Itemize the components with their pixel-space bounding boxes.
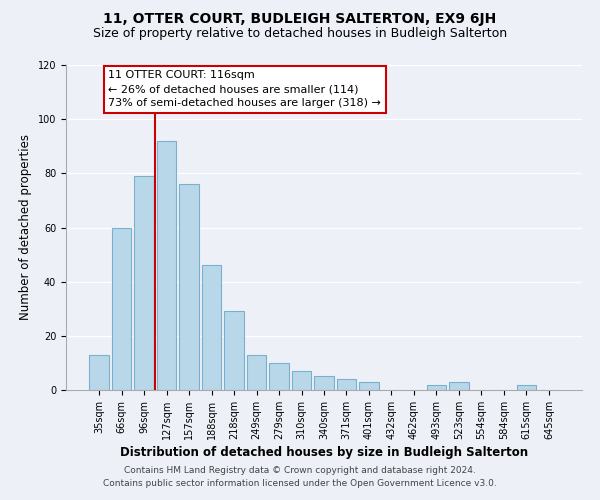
Text: 11 OTTER COURT: 116sqm
← 26% of detached houses are smaller (114)
73% of semi-de: 11 OTTER COURT: 116sqm ← 26% of detached… — [109, 70, 382, 108]
Bar — [292, 371, 311, 390]
Bar — [179, 184, 199, 390]
Bar — [247, 355, 266, 390]
Bar — [224, 312, 244, 390]
Bar — [134, 176, 154, 390]
Bar — [157, 141, 176, 390]
Bar — [449, 382, 469, 390]
Bar — [89, 355, 109, 390]
Text: Size of property relative to detached houses in Budleigh Salterton: Size of property relative to detached ho… — [93, 28, 507, 40]
Bar — [202, 266, 221, 390]
Bar — [517, 384, 536, 390]
Y-axis label: Number of detached properties: Number of detached properties — [19, 134, 32, 320]
Bar — [269, 363, 289, 390]
Bar — [427, 384, 446, 390]
X-axis label: Distribution of detached houses by size in Budleigh Salterton: Distribution of detached houses by size … — [120, 446, 528, 459]
Bar — [337, 379, 356, 390]
Text: 11, OTTER COURT, BUDLEIGH SALTERTON, EX9 6JH: 11, OTTER COURT, BUDLEIGH SALTERTON, EX9… — [103, 12, 497, 26]
Bar — [112, 228, 131, 390]
Bar — [314, 376, 334, 390]
Bar — [359, 382, 379, 390]
Text: Contains HM Land Registry data © Crown copyright and database right 2024.
Contai: Contains HM Land Registry data © Crown c… — [103, 466, 497, 487]
